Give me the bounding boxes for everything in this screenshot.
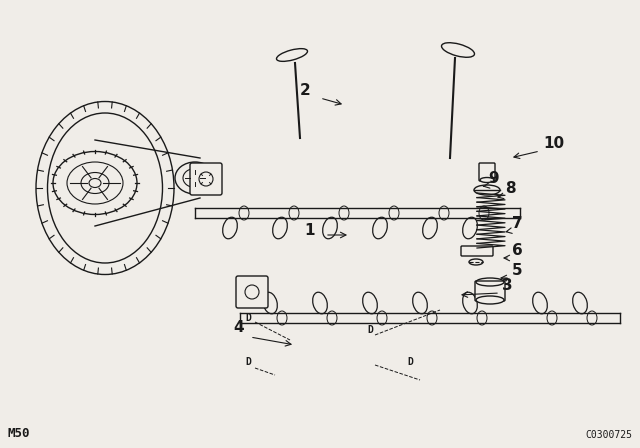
Ellipse shape xyxy=(276,49,307,61)
FancyBboxPatch shape xyxy=(475,281,505,301)
FancyBboxPatch shape xyxy=(479,163,495,181)
Ellipse shape xyxy=(175,162,215,194)
Text: 7: 7 xyxy=(512,216,523,231)
Ellipse shape xyxy=(474,185,500,195)
Text: D: D xyxy=(245,357,251,367)
Text: 1: 1 xyxy=(305,223,316,238)
Ellipse shape xyxy=(372,217,387,239)
Text: D: D xyxy=(245,313,251,323)
Text: C0300725: C0300725 xyxy=(585,430,632,440)
Ellipse shape xyxy=(463,292,477,314)
Text: 9: 9 xyxy=(488,171,499,186)
Text: D: D xyxy=(407,357,413,367)
Ellipse shape xyxy=(476,296,504,304)
Ellipse shape xyxy=(413,292,428,314)
Ellipse shape xyxy=(422,217,437,239)
Ellipse shape xyxy=(480,177,494,182)
Ellipse shape xyxy=(442,43,474,57)
Ellipse shape xyxy=(273,217,287,239)
Ellipse shape xyxy=(463,217,477,239)
Ellipse shape xyxy=(323,217,337,239)
Text: 8: 8 xyxy=(505,181,516,196)
Ellipse shape xyxy=(532,292,547,314)
Text: M50: M50 xyxy=(8,427,31,440)
Text: 6: 6 xyxy=(512,243,523,258)
Text: 5: 5 xyxy=(512,263,523,278)
Ellipse shape xyxy=(223,217,237,239)
Ellipse shape xyxy=(262,292,277,314)
Text: D: D xyxy=(367,325,373,335)
Ellipse shape xyxy=(53,151,137,215)
FancyBboxPatch shape xyxy=(461,246,493,256)
FancyBboxPatch shape xyxy=(190,163,222,195)
Ellipse shape xyxy=(363,292,378,314)
Text: 2: 2 xyxy=(300,83,310,98)
Text: 4: 4 xyxy=(233,320,244,335)
Text: 3: 3 xyxy=(502,278,513,293)
Ellipse shape xyxy=(313,292,327,314)
Text: 10: 10 xyxy=(543,136,564,151)
FancyBboxPatch shape xyxy=(236,276,268,308)
Ellipse shape xyxy=(573,292,588,314)
